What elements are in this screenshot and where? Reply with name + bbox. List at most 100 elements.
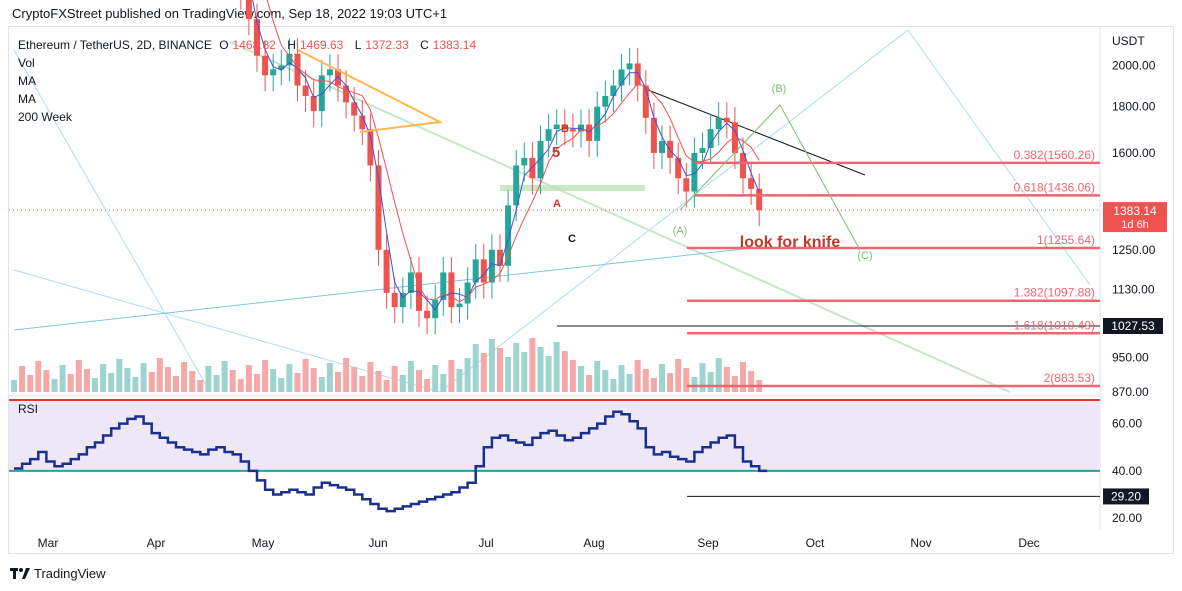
volume-bar	[189, 371, 196, 392]
candle-body	[286, 53, 293, 66]
orange-pattern	[297, 49, 444, 133]
volume-bar	[561, 351, 568, 392]
legend-indicator-200week[interactable]: 200 Week	[18, 110, 72, 124]
candle-body	[634, 63, 641, 86]
wave-annotation: 5	[552, 144, 560, 161]
fib-level-label: 0.382(1560.26)	[1014, 148, 1095, 162]
publisher-header: CryptoFXStreet published on TradingView.…	[12, 6, 448, 21]
volume-bar	[707, 372, 714, 392]
volume-bar	[667, 373, 674, 392]
trendline-blue-2	[439, 29, 909, 393]
rsi-marked-badge	[1103, 488, 1149, 505]
candle-body	[521, 157, 528, 166]
last-price-countdown: 1d 6h	[1121, 219, 1149, 231]
volume-bar	[448, 360, 455, 392]
volume-bar	[27, 375, 34, 392]
candle-body	[480, 259, 487, 283]
volume-bar	[173, 376, 179, 392]
price-tick-label: 1130.00	[1112, 282, 1155, 296]
legend-close: C 1383.14	[420, 38, 477, 52]
candle-body	[650, 117, 657, 153]
volume-bar	[399, 375, 406, 392]
time-tick-label: Dec	[1018, 536, 1039, 550]
wave-annotation: (B)	[772, 83, 787, 95]
support-zone	[500, 185, 645, 191]
volume-bar	[569, 360, 576, 392]
ma-slow-line	[266, 0, 760, 303]
footer-brand[interactable]: TradingView	[10, 566, 106, 581]
volume-bar	[343, 358, 350, 392]
candle-body	[294, 53, 301, 86]
candle-body	[545, 129, 552, 141]
trendline-resistance	[647, 89, 866, 176]
candle-body	[448, 272, 455, 308]
rsi-tick-label: 60.00	[1112, 417, 1142, 431]
volume-bar	[391, 366, 398, 392]
candle-body	[326, 69, 333, 76]
volume-bar	[254, 374, 260, 392]
candle-body	[359, 115, 366, 130]
candle-body	[375, 165, 382, 250]
volume-bar	[497, 348, 503, 392]
candle-body	[561, 124, 568, 130]
candle-body	[642, 85, 649, 118]
ma-fast-line	[252, 0, 760, 311]
candle-body	[569, 129, 576, 132]
candle-body	[351, 102, 358, 116]
volume-bar	[578, 366, 584, 392]
legend-symbol[interactable]: Ethereum / TetherUS, 2D, BINANCE	[18, 38, 212, 52]
legend-indicator-vol[interactable]: Vol	[18, 56, 35, 70]
candle-body	[391, 292, 398, 308]
candle-body	[756, 188, 763, 211]
volume-bar	[124, 368, 131, 392]
candle-body	[626, 63, 633, 70]
volume-bar	[440, 374, 447, 392]
candle-body	[699, 148, 706, 153]
time-tick-label: Jun	[368, 536, 387, 550]
fib-level-label: 1(1255.64)	[1037, 233, 1095, 247]
volume-bar	[715, 358, 722, 392]
volume-bar	[11, 380, 17, 392]
volume-bar	[221, 361, 228, 392]
candle-body	[245, 0, 252, 20]
volume-bar	[262, 360, 269, 392]
time-tick-label: May	[252, 536, 275, 550]
volume-bar	[659, 364, 665, 392]
candle-body	[343, 85, 350, 103]
tradingview-logo-icon	[10, 567, 30, 579]
candle-body	[310, 95, 317, 112]
volume-bar	[245, 365, 252, 392]
volume-bar	[537, 347, 544, 392]
volume-bar	[456, 369, 463, 392]
chart-frame[interactable]	[8, 26, 1174, 554]
volume-bar	[205, 366, 212, 392]
legend-indicator-ma1[interactable]: MA	[18, 74, 36, 88]
candle-body	[740, 152, 746, 179]
volume-bar	[594, 361, 601, 392]
volume-bar	[318, 377, 325, 392]
volume-bar	[359, 376, 366, 392]
candle-body	[683, 178, 690, 192]
volume-bar	[286, 364, 293, 392]
price-tick-label: 1250.00	[1112, 243, 1156, 257]
volume-bar	[116, 359, 123, 392]
candle-body	[505, 205, 512, 266]
volume-bar	[675, 359, 682, 392]
time-tick-label: Oct	[806, 536, 825, 550]
volume-bar	[626, 374, 633, 392]
volume-bar	[699, 363, 706, 392]
price-tick-label: 950.00	[1112, 350, 1149, 364]
green-abc-pattern	[679, 104, 861, 251]
candle-body	[456, 303, 463, 308]
volume-bar	[43, 370, 50, 392]
legend-indicator-ma2[interactable]: MA	[18, 92, 36, 106]
price-tick-label: 870.00	[1112, 385, 1149, 399]
volume-bar	[407, 361, 414, 392]
volume-bar	[270, 369, 277, 392]
candle-body	[529, 157, 536, 179]
wave-annotation: look for knife	[740, 234, 841, 251]
chart-legend: Ethereum / TetherUS, 2D, BINANCE O 1468.8…	[18, 36, 484, 126]
candle-body	[731, 122, 738, 153]
candle-body	[472, 259, 479, 283]
